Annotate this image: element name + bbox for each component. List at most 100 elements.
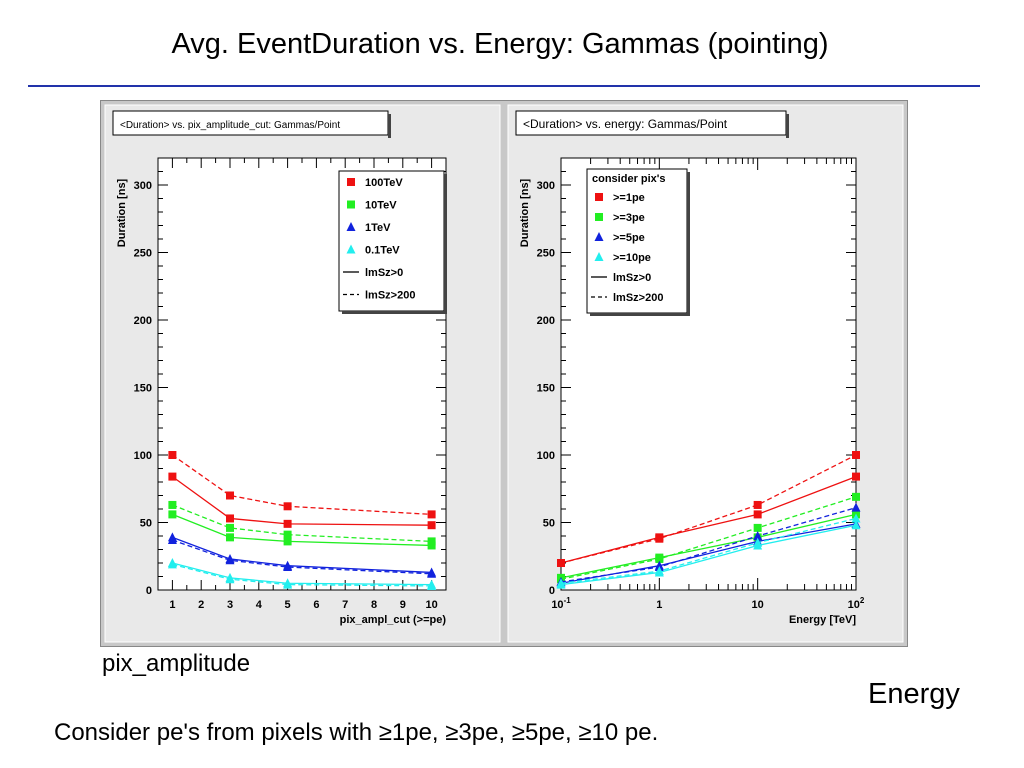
y-axis: 0 50 100 150 200 250 300 Duration [ns] [519,157,856,597]
series-line [172,476,432,526]
legend-shadow [342,311,447,314]
title-box-shadow [388,114,391,138]
legend-label: lmSz>0 [613,272,651,284]
y-tick-label: 300 [134,180,152,192]
x-tick-label: 10-1 [551,596,571,611]
data-point [225,555,235,565]
data-point [852,492,860,501]
left-caption: pix_amplitude [102,650,251,677]
y-tick-label: 0 [146,585,152,597]
legend-frame [586,168,688,314]
x-tick-label: 9 [400,599,406,611]
x-tick-label: 2 [198,599,204,611]
chart-title-box: <Duration> vs. pix_amplitude_cut: Gammas… [112,110,391,138]
chart-title: <Duration> vs. energy: Gammas/Point [523,117,728,131]
x-tick-label: 10 [425,599,437,611]
data-point [753,537,763,547]
data-point [168,510,177,519]
x-tick-label: 102 [848,596,865,611]
y-tick-label: 250 [134,248,152,260]
series-line [172,513,432,547]
chart-title-box: <Duration> vs. energy: Gammas/Point [515,110,789,138]
x-tick-label: 3 [227,599,233,611]
title-box-shadow [786,114,789,138]
legend-marker [347,178,355,186]
data-point [167,559,177,569]
data-point [226,533,234,542]
right-caption: Energy [868,678,960,710]
legend-marker [346,244,356,254]
x-tick-label: 7 [342,599,348,611]
series-line [172,454,432,516]
data-point [753,531,763,540]
data-point [427,510,436,519]
legend-label: lmSz>0 [365,267,403,279]
data-point [851,520,861,530]
legend-title: consider pix's [592,173,666,185]
legend-marker [346,222,356,231]
data-point [168,451,177,459]
series-line [172,536,432,574]
data-point [168,500,177,509]
data-point [655,534,664,543]
data-point [283,502,292,511]
data-point [852,451,860,459]
series-line [560,475,857,564]
y-tick-label: 50 [543,518,555,530]
x-tick-label: 1 [169,599,175,611]
data-point [226,514,234,523]
legend-marker [595,213,603,221]
legend-marker [347,200,355,209]
data-point [226,491,234,500]
legend: 100TeV 10TeV 1TeV 0.1TeV lmSz>0 lmSz>200 [338,170,447,314]
legend: consider pix's >=1pe >=3pe >=5pe >=10pe lmSz>… [586,168,690,316]
y-tick-label: 0 [549,585,555,597]
legend-label: >=10pe [613,252,651,264]
data-point [427,537,436,546]
title-box-frame [112,110,389,136]
y-tick-label: 100 [134,450,152,462]
data-point [753,523,762,532]
x-axis: 10-1 1 10 102 Energy [TeV] [551,158,865,626]
data-point [427,568,437,578]
legend-marker [594,252,604,261]
y-tick-label: 50 [140,518,152,530]
y-tick-label: 100 [537,450,555,462]
series-line [560,524,857,586]
legend-shadow [687,172,690,316]
series-group [556,451,861,589]
y-tick-label: 200 [537,315,555,327]
data-point [753,510,762,519]
data-point [655,554,664,563]
data-point [283,519,292,528]
legend-shadow [590,313,690,316]
title-box-frame [515,110,787,136]
data-point [851,513,861,523]
chart-title: <Duration> vs. pix_amplitude_cut: Gammas… [120,120,340,131]
chart-pix-amplitude: <Duration> vs. pix_amplitude_cut: Gammas… [104,104,501,643]
legend-label: 10TeV [365,200,397,212]
series-line [560,517,857,584]
series-line [172,539,432,575]
slide-title: Avg. EventDuration vs. Energy: Gammas (p… [171,28,829,60]
series-line [560,454,857,564]
x-tick-label: 6 [313,599,319,611]
legend-frame [338,170,445,312]
y-tick-label: 200 [134,315,152,327]
y-tick-label: 150 [537,383,555,395]
series-line [172,504,432,543]
data-point [225,574,235,584]
legend-marker [595,193,603,201]
data-point [283,579,293,589]
charts-frame: <Duration> vs. pix_amplitude_cut: Gammas… [100,100,908,647]
y-tick-label: 250 [537,248,555,260]
data-point [226,523,234,532]
y-tick-label: 300 [537,180,555,192]
x-axis-label: pix_ampl_cut (>=pe) [340,614,447,626]
x-tick-label: 4 [256,599,263,611]
legend-label: 100TeV [365,177,403,189]
legend-marker [594,232,604,241]
footer-note: Consider pe's from pixels with ≥1pe, ≥3p… [54,719,659,746]
data-point [851,502,861,512]
data-point [557,559,565,567]
